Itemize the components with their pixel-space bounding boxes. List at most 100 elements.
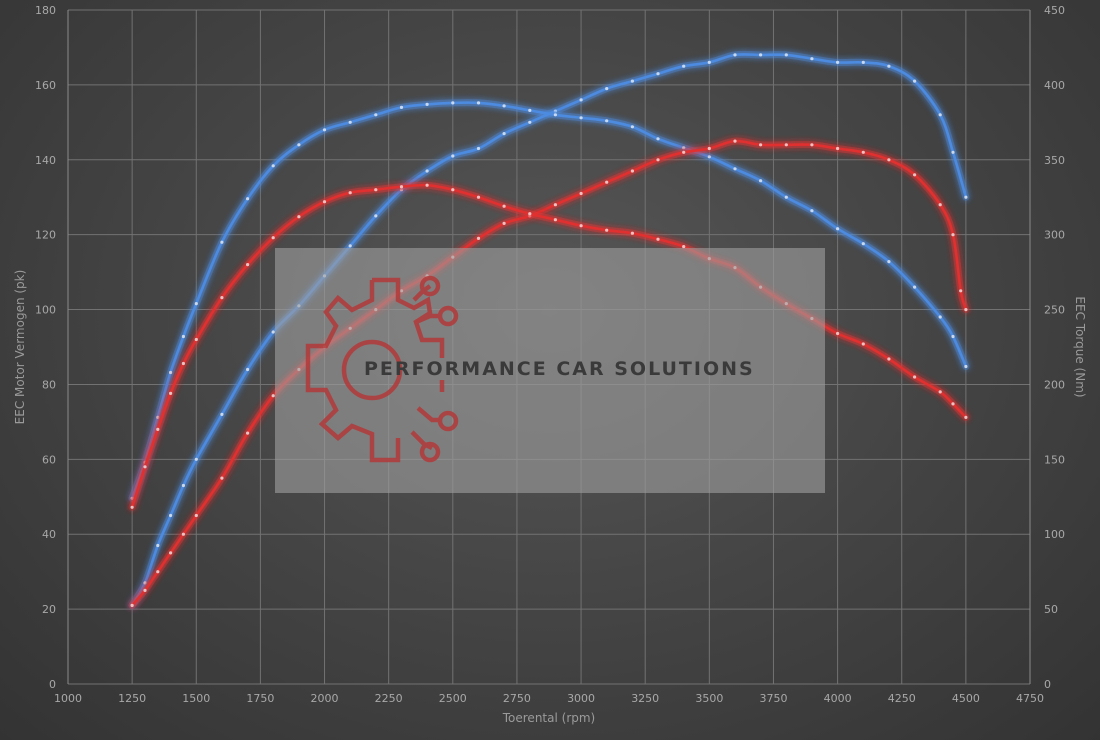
data-point — [399, 185, 404, 189]
data-point — [271, 164, 275, 168]
y-right-tick-label: 0 — [1044, 678, 1051, 691]
data-point — [951, 334, 955, 339]
x-tick-label: 2500 — [439, 692, 467, 705]
y-left-tick-label: 40 — [42, 528, 56, 541]
grid — [67, 9, 1031, 685]
y-right-tick-label: 400 — [1044, 79, 1065, 92]
data-point — [553, 218, 558, 222]
data-point — [374, 113, 378, 117]
data-point — [156, 427, 160, 431]
data-point — [707, 155, 711, 159]
data-point — [913, 79, 917, 83]
data-point — [502, 104, 506, 108]
data-point — [169, 370, 173, 375]
y-left-tick-label: 60 — [42, 453, 56, 466]
y-left-tick-label: 140 — [35, 154, 56, 167]
stock-torque-series — [128, 181, 970, 511]
y-left-tick-label: 20 — [42, 603, 56, 616]
data-point — [759, 53, 763, 57]
y-left-tick-label: 160 — [35, 79, 56, 92]
data-point — [733, 167, 737, 171]
data-point — [528, 108, 532, 112]
data-point — [630, 231, 635, 235]
data-point — [181, 483, 185, 488]
data-point — [682, 245, 686, 249]
data-point — [169, 391, 173, 395]
tuned-power-series — [128, 50, 970, 609]
data-point — [810, 143, 814, 147]
axes: 1000 1250 1500 1750 2000 2250 2500 2750 3000 3250… — [35, 4, 1065, 705]
data-point — [605, 180, 609, 184]
watermark-box — [275, 248, 825, 493]
stock-power-line — [130, 139, 968, 607]
data-point — [181, 361, 185, 366]
data-point — [220, 240, 224, 244]
data-point — [836, 331, 840, 336]
data-point — [528, 212, 532, 216]
y-left-tick-label: 80 — [42, 378, 56, 391]
y-left-tick-label: 0 — [49, 678, 56, 691]
data-point — [682, 150, 686, 154]
x-tick-label: 3000 — [567, 692, 595, 705]
data-point — [194, 513, 198, 518]
data-point — [156, 570, 160, 574]
y-right-tick-label: 150 — [1044, 453, 1065, 466]
x-tick-label: 4000 — [824, 692, 852, 705]
data-point — [143, 588, 147, 593]
data-point — [194, 302, 198, 306]
data-point — [964, 415, 968, 419]
data-point — [938, 113, 942, 117]
data-point — [938, 203, 942, 207]
x-tick-label: 3500 — [695, 692, 723, 705]
data-point — [476, 195, 481, 199]
data-point — [810, 209, 814, 213]
data-point — [784, 143, 788, 147]
data-point — [425, 102, 429, 106]
data-point — [271, 394, 275, 398]
y-axis-right-title: EEC Torque (Nm) — [1073, 296, 1087, 397]
data-point — [181, 334, 185, 339]
data-point — [630, 125, 635, 129]
y-left-tick-label: 120 — [35, 229, 56, 242]
data-point — [322, 128, 327, 132]
data-point — [553, 203, 558, 207]
data-point — [579, 224, 583, 228]
tuned-torque-series — [128, 99, 970, 502]
data-point — [399, 105, 404, 109]
y-right-tick-label: 450 — [1044, 4, 1065, 17]
data-point — [733, 139, 737, 143]
x-axis-title: Toerental (rpm) — [502, 711, 595, 725]
y-right-tick-label: 350 — [1044, 154, 1065, 167]
y-right-tick-label: 50 — [1044, 603, 1058, 616]
data-point — [348, 244, 352, 248]
data-point — [143, 465, 147, 469]
watermark: PERFORMANCE CAR SOLUTIONS — [275, 248, 825, 493]
data-point — [964, 364, 968, 369]
data-point — [836, 146, 840, 151]
data-point — [887, 64, 891, 68]
data-point — [374, 214, 378, 218]
data-point — [959, 289, 963, 293]
data-point — [220, 296, 224, 300]
gear-circuit-icon — [305, 275, 459, 463]
data-point — [194, 337, 198, 342]
data-point — [759, 143, 763, 147]
data-point — [579, 116, 583, 120]
data-point — [861, 150, 865, 154]
data-point — [784, 53, 788, 57]
data-point — [220, 412, 224, 416]
data-point — [322, 200, 327, 204]
data-point — [271, 330, 275, 334]
data-point — [605, 87, 609, 91]
data-point — [913, 375, 917, 379]
data-point — [271, 236, 275, 240]
x-tick-label: 4750 — [1016, 692, 1044, 705]
data-point — [451, 154, 455, 158]
watermark-text: PERFORMANCE CAR SOLUTIONS — [364, 358, 755, 380]
data-point — [605, 119, 609, 123]
data-point — [451, 101, 455, 105]
data-point — [502, 204, 506, 208]
x-tick-label: 2250 — [375, 692, 403, 705]
data-point — [156, 543, 160, 548]
data-point — [502, 221, 506, 225]
